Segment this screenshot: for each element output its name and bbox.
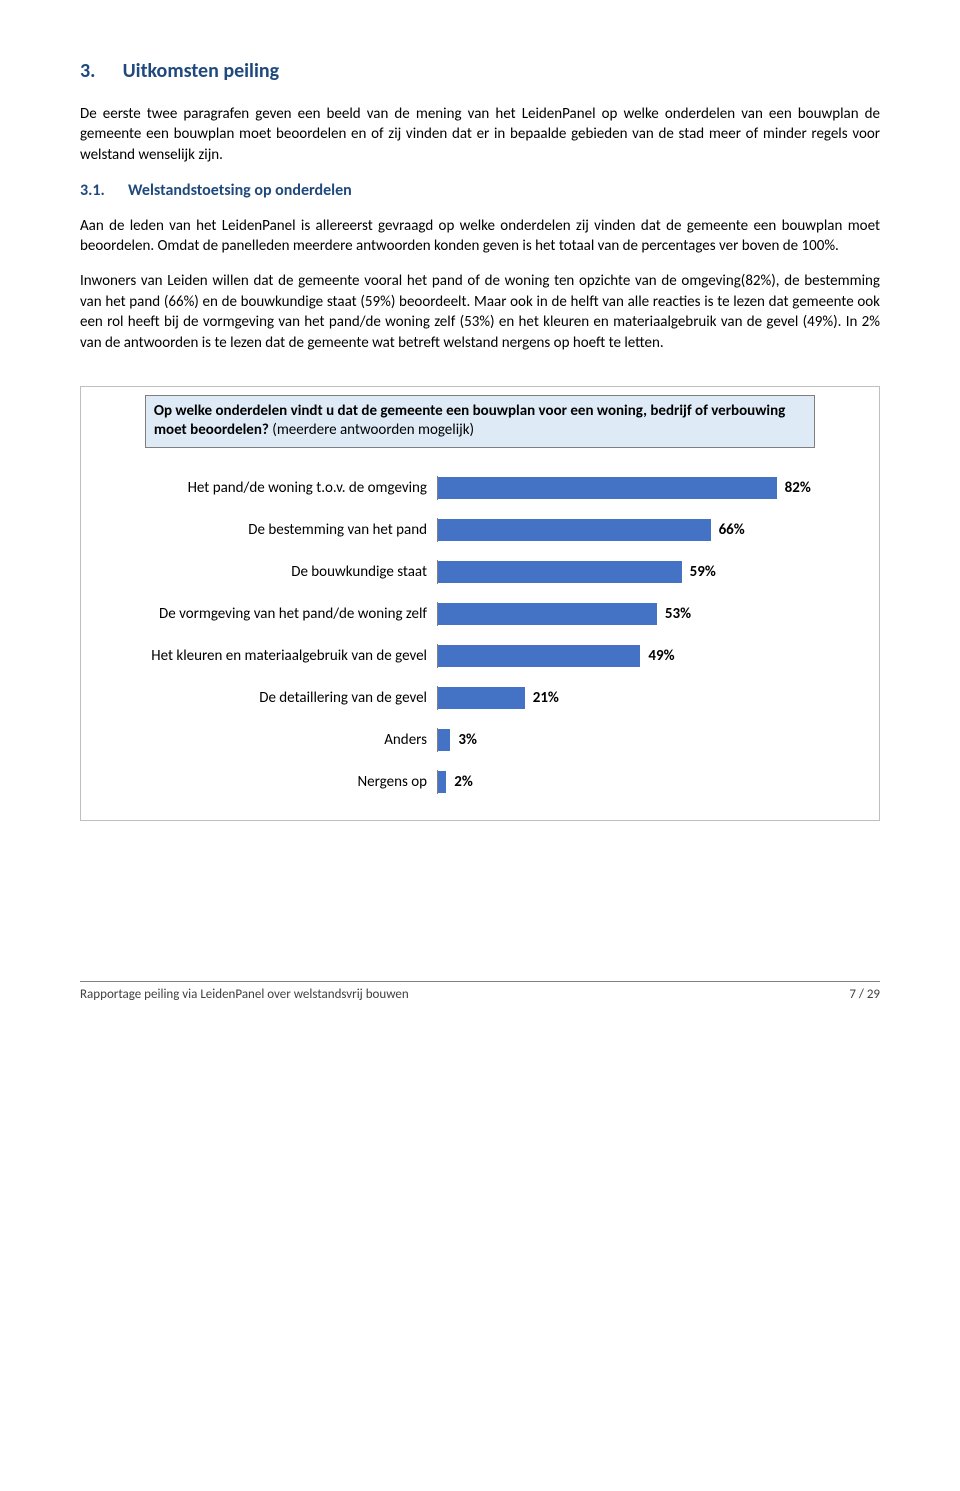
chart-row: De bestemming van het pand 66%	[97, 518, 851, 542]
chart-bar-zone: 3%	[437, 728, 851, 752]
chart-title-rest: (meerdere antwoorden mogelijk)	[269, 421, 474, 439]
chart-row: De detaillering van de gevel 21%	[97, 686, 851, 710]
chart-bar-value: 59%	[690, 562, 716, 583]
chart-bar-value: 21%	[533, 688, 559, 709]
chart-row-label: Het kleuren en materiaalgebruik van de g…	[97, 646, 437, 667]
chart-container: Op welke onderdelen vindt u dat de gemee…	[80, 386, 880, 821]
chart-bar-zone: 21%	[437, 686, 851, 710]
chart-bar-zone: 82%	[437, 476, 851, 500]
chart-bar-value: 2%	[454, 772, 473, 793]
chart-row-label: De vormgeving van het pand/de woning zel…	[97, 604, 437, 625]
subheading-number: 3.1.	[80, 180, 128, 202]
chart-bar-zone: 53%	[437, 602, 851, 626]
footer-right: 7 / 29	[849, 986, 880, 1004]
chart-bar-zone: 66%	[437, 518, 851, 542]
chart-bar	[438, 477, 777, 499]
chart-row-label: De bouwkundige staat	[97, 562, 437, 583]
paragraph-2: Aan de leden van het LeidenPanel is alle…	[80, 216, 880, 257]
chart-bar-value: 49%	[648, 646, 674, 667]
paragraph-1: De eerste twee paragrafen geven een beel…	[80, 104, 880, 166]
chart-row: Het kleuren en materiaalgebruik van de g…	[97, 644, 851, 668]
chart-bar	[438, 729, 450, 751]
chart-bar	[438, 519, 711, 541]
chart-bar	[438, 603, 657, 625]
chart-bar-zone: 49%	[437, 644, 851, 668]
page-footer: Rapportage peiling via LeidenPanel over …	[80, 981, 880, 1004]
heading-text: Uitkomsten peiling	[123, 59, 279, 83]
chart-bar	[438, 561, 682, 583]
page-heading: 3. Uitkomsten peiling	[80, 58, 880, 86]
chart-row: Het pand/de woning t.o.v. de omgeving 82%	[97, 476, 851, 500]
chart-row: De vormgeving van het pand/de woning zel…	[97, 602, 851, 626]
chart-bar-value: 3%	[458, 730, 477, 751]
chart-bar-zone: 59%	[437, 560, 851, 584]
heading-number: 3.	[80, 59, 95, 83]
chart-title: Op welke onderdelen vindt u dat de gemee…	[145, 395, 815, 448]
chart-row: De bouwkundige staat 59%	[97, 560, 851, 584]
chart-area: Het pand/de woning t.o.v. de omgeving 82%…	[81, 476, 879, 794]
chart-bar	[438, 687, 525, 709]
subheading-text: Welstandstoetsing op onderdelen	[128, 180, 352, 202]
chart-row-label: De bestemming van het pand	[97, 520, 437, 541]
chart-row-label: Nergens op	[97, 772, 437, 793]
chart-row-label: Het pand/de woning t.o.v. de omgeving	[97, 478, 437, 499]
chart-bar-value: 66%	[719, 520, 745, 541]
chart-bar	[438, 771, 446, 793]
footer-left: Rapportage peiling via LeidenPanel over …	[80, 986, 409, 1004]
chart-bar	[438, 645, 640, 667]
chart-row-label: Anders	[97, 730, 437, 751]
chart-bar-zone: 2%	[437, 770, 851, 794]
paragraph-3: Inwoners van Leiden willen dat de gemeen…	[80, 271, 880, 354]
chart-row: Nergens op 2%	[97, 770, 851, 794]
chart-row-label: De detaillering van de gevel	[97, 688, 437, 709]
chart-bar-value: 53%	[665, 604, 691, 625]
subheading: 3.1. Welstandstoetsing op onderdelen	[80, 180, 880, 202]
chart-bar-value: 82%	[785, 478, 811, 499]
chart-row: Anders 3%	[97, 728, 851, 752]
